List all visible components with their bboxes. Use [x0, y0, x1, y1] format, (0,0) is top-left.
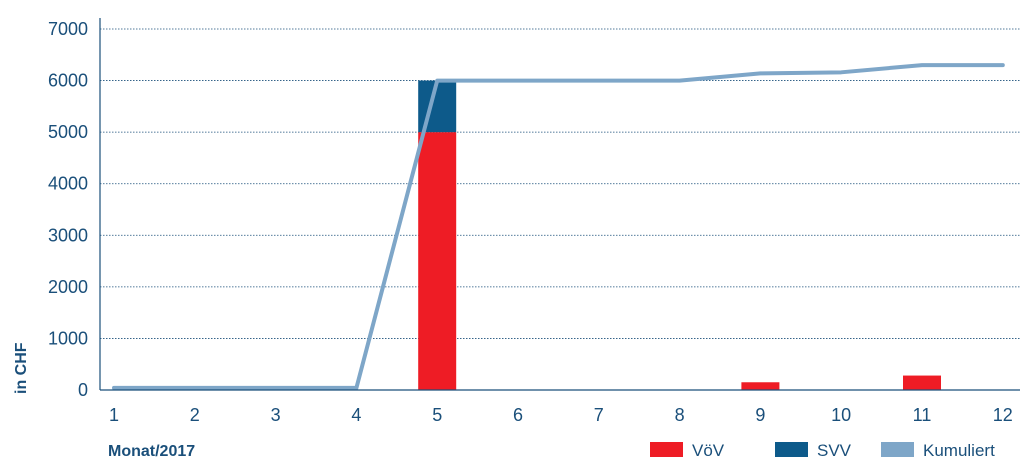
- x-tick-label: 8: [675, 405, 685, 425]
- legend-label-kumuliert: Kumuliert: [923, 441, 995, 460]
- x-tick-label: 10: [831, 405, 851, 425]
- y-tick-label: 0: [78, 380, 88, 400]
- legend-swatch-vöv: [650, 442, 683, 457]
- y-tick-label: 5000: [48, 122, 88, 142]
- legend-swatch-kumuliert: [881, 442, 914, 457]
- x-tick-label: 5: [432, 405, 442, 425]
- y-tick-label: 7000: [48, 19, 88, 39]
- x-tick-label: 4: [351, 405, 361, 425]
- x-tick-label: 6: [513, 405, 523, 425]
- x-tick-label: 1: [109, 405, 119, 425]
- y-tick-label: 6000: [48, 71, 88, 91]
- bars: [418, 80, 941, 390]
- bar-vöv-month-11: [903, 375, 941, 390]
- bar-vöv-month-5: [418, 132, 457, 390]
- x-tick-label: 2: [190, 405, 200, 425]
- x-tick-label: 12: [993, 405, 1013, 425]
- legend-swatch-svv: [775, 442, 808, 457]
- legend-label-vöv: VöV: [692, 441, 725, 460]
- axes: [99, 18, 1020, 391]
- y-tick-label: 3000: [48, 225, 88, 245]
- bar-vöv-month-9: [741, 382, 780, 390]
- legend: VöV SVV Kumuliert: [650, 441, 995, 460]
- y-axis-label: in CHF: [13, 342, 30, 394]
- legend-label-svv: SVV: [817, 441, 852, 460]
- y-tick-label: 4000: [48, 174, 88, 194]
- y-tick-label: 1000: [48, 328, 88, 348]
- cumulative-line: [112, 63, 1005, 390]
- x-tick-label: 9: [755, 405, 765, 425]
- x-tick-label: 3: [271, 405, 281, 425]
- y-tick-label: 2000: [48, 277, 88, 297]
- x-axis-label: Monat/2017: [108, 443, 195, 460]
- x-tick-label: 11: [913, 405, 932, 425]
- cumulative-line-group: [112, 63, 1005, 390]
- grid-lines: [100, 28, 1020, 339]
- x-tick-label: 7: [594, 405, 604, 425]
